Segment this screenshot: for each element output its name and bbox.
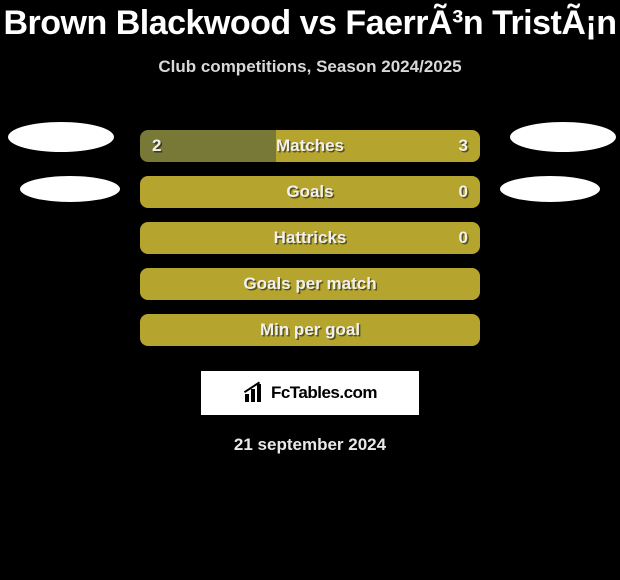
stat-row: Matches23 <box>0 123 620 169</box>
player2-name: FaerrÃ³n TristÃ¡n <box>345 4 616 42</box>
page-title: Brown Blackwood vs FaerrÃ³n TristÃ¡n <box>0 4 620 43</box>
stat-bar: Min per goal <box>140 314 480 346</box>
stat-bar: Hattricks0 <box>140 222 480 254</box>
footer-date: 21 september 2024 <box>0 435 620 455</box>
stat-row: Min per goal <box>0 307 620 353</box>
chart-icon <box>243 384 265 402</box>
stat-bar: Goals0 <box>140 176 480 208</box>
stats-section: Matches23 Goals0 Hattricks0 Goals per match… <box>0 123 620 353</box>
subtitle: Club competitions, Season 2024/2025 <box>0 57 620 77</box>
stat-row: Goals per match <box>0 261 620 307</box>
stat-row: Hattricks0 <box>0 215 620 261</box>
vs-separator: vs <box>300 4 337 42</box>
stat-bar: Matches23 <box>140 130 480 162</box>
stat-row: Goals0 <box>0 169 620 215</box>
source-badge: FcTables.com <box>201 371 419 415</box>
source-label: FcTables.com <box>271 383 377 403</box>
stat-bar: Goals per match <box>140 268 480 300</box>
player1-name: Brown Blackwood <box>3 4 290 42</box>
